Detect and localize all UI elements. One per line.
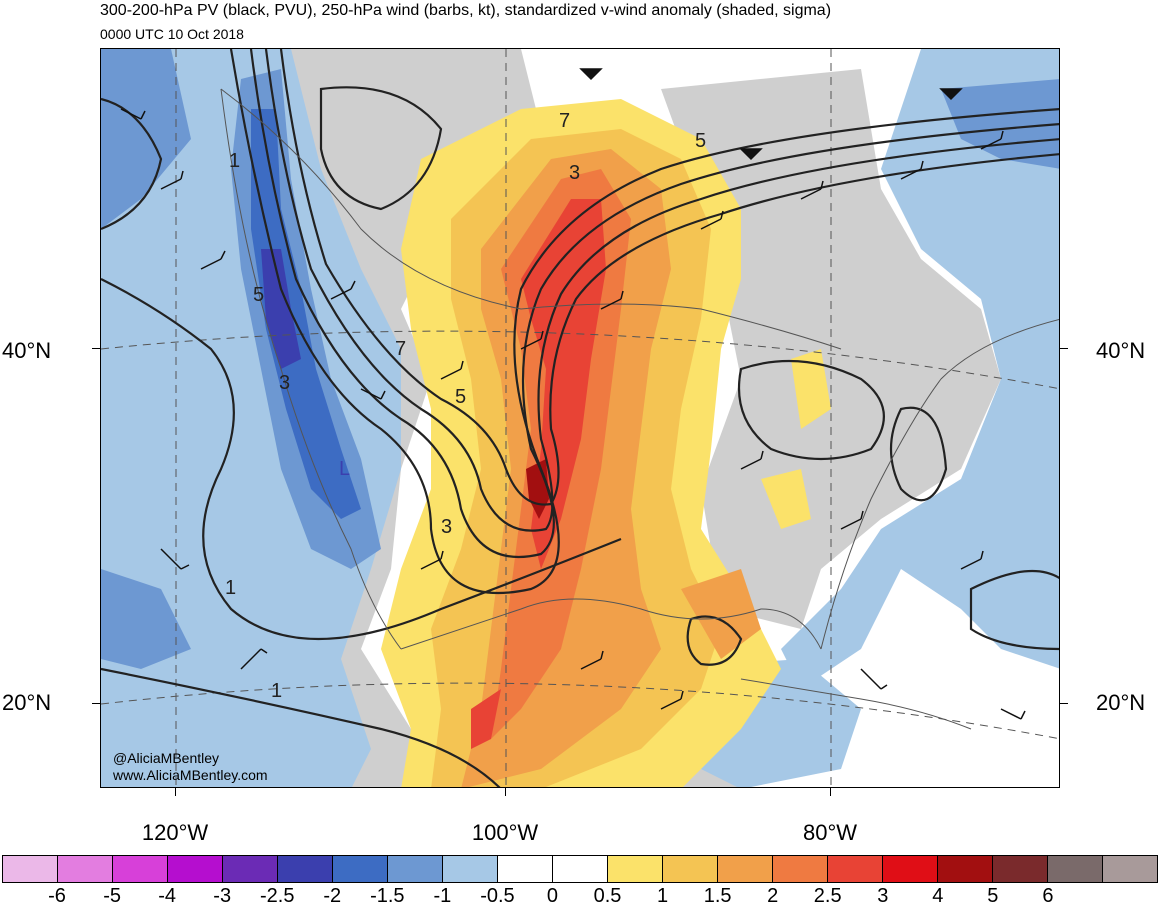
lon-tick	[505, 788, 506, 796]
colorbar-label: 0	[546, 885, 559, 907]
colorbar-label: 1	[657, 885, 669, 907]
colorbar-label: 6	[1042, 885, 1054, 907]
colorbar-label: 5	[987, 885, 999, 907]
map-title: 300-200-hPa PV (black, PVU), 250-hPa win…	[100, 2, 832, 19]
colorbar-label: 4	[932, 885, 944, 907]
shade-orange-gulf	[681, 569, 761, 659]
contour-label: 5	[695, 130, 706, 152]
shade-blue-mid-northeast	[941, 79, 1059, 169]
colorbar-swatch	[938, 856, 993, 882]
colorbar-swatch	[3, 856, 58, 882]
colorbar-label: 2.5	[813, 885, 842, 907]
colorbar-label: -0.5	[480, 885, 515, 907]
pv-contours	[101, 49, 1059, 787]
colorbar-label: -1.5	[370, 885, 405, 907]
lon-tick	[830, 788, 831, 796]
colorbar-label: 1.5	[703, 885, 732, 907]
colorbar-swatch	[278, 856, 333, 882]
colorbar-swatch	[498, 856, 553, 882]
colorbar-swatch	[223, 856, 278, 882]
lon-label-80w: 80°W	[802, 820, 858, 845]
lon-label-100w: 100°W	[471, 820, 539, 845]
colorbar-swatch	[718, 856, 773, 882]
lat-tick	[92, 703, 100, 704]
colorbar-swatch	[1103, 856, 1157, 882]
shade-blue-mid-southwest	[101, 569, 191, 669]
lat-tick	[92, 348, 100, 349]
colorbar-label: 2	[767, 885, 779, 907]
map-subtitle: 0000 UTC 10 Oct 2018	[100, 26, 244, 42]
wind-barbs	[120, 68, 1026, 720]
colorbar-swatch	[663, 856, 718, 882]
contour-label: L	[339, 458, 350, 480]
colorbar-swatch	[1048, 856, 1103, 882]
colorbar-swatch	[608, 856, 663, 882]
graticule	[101, 49, 1059, 787]
lon-tick	[175, 788, 176, 796]
lon-label-120w: 120°W	[141, 820, 209, 845]
contour-label: 7	[559, 110, 570, 132]
colorbar-label: -4	[158, 885, 177, 907]
map-canvas: 1 1 1 3 3 3 5 5 5 7 7 L @AliciaMBentley …	[101, 49, 1059, 787]
colorbar-swatch	[993, 856, 1048, 882]
lat-tick	[1060, 703, 1068, 704]
shade-blue-darker-core	[261, 249, 301, 369]
contour-label: 1	[229, 150, 240, 172]
lat-label-40n-right: 40°N	[1096, 338, 1146, 363]
colorbar-swatch	[388, 856, 443, 882]
colorbar-swatch	[113, 856, 168, 882]
contour-label-group: 1 1 1 3 3 3 5 5 5 7 7 L	[225, 110, 706, 702]
shade-blue-light-east	[781, 49, 1059, 689]
colorbar-labels: -6 -5 -4 -3 -2.5 -2 -1.5 -1 -0.5 0 0.5 1 1.5 2 2.5 3 4 5 6	[2, 885, 1158, 909]
map-panel: 1 1 1 3 3 3 5 5 5 7 7 L @AliciaMBentley …	[100, 48, 1060, 788]
colorbar-swatch	[553, 856, 608, 882]
colorbar-swatch	[333, 856, 388, 882]
contour-label: 1	[271, 680, 282, 702]
contour-label: 3	[441, 516, 452, 538]
colorbar-swatch	[168, 856, 223, 882]
colorbar-label: -6	[48, 885, 66, 907]
shade-yellow-northeast	[791, 349, 831, 429]
colorbar-label: 3	[877, 885, 889, 907]
shade-red-south	[471, 689, 501, 749]
colorbar-swatch	[443, 856, 498, 882]
colorbar-swatch	[828, 856, 883, 882]
borders	[220, 88, 1059, 730]
colorbar-swatch	[773, 856, 828, 882]
colorbar-label: 0.5	[593, 885, 622, 907]
colorbar-label: -5	[103, 885, 121, 907]
colorbar-label: -3	[213, 885, 232, 907]
contour-label: 3	[279, 372, 290, 394]
contour-label: 1	[225, 577, 236, 599]
credit-website: www.AliciaMBentley.com	[112, 767, 268, 783]
contour-label: 3	[569, 162, 580, 184]
colorbar-swatch	[883, 856, 938, 882]
colorbar-label: -2	[323, 885, 342, 907]
contour-label: 5	[455, 386, 466, 408]
lat-label-40n-left: 40°N	[2, 338, 52, 363]
colorbar	[2, 855, 1158, 883]
colorbar-label: -2.5	[260, 885, 295, 907]
contour-label: 7	[395, 338, 406, 360]
lat-label-20n-left: 20°N	[2, 690, 52, 715]
lat-tick	[1060, 348, 1068, 349]
contour-label: 5	[253, 284, 264, 306]
colorbar-label: -1	[433, 885, 452, 907]
colorbar-swatch	[58, 856, 113, 882]
lat-label-20n-right: 20°N	[1096, 690, 1146, 715]
shade-blue-mid-west	[101, 49, 191, 229]
shade-yellow-southeast	[761, 469, 811, 529]
credit-handle: @AliciaMBentley	[113, 750, 219, 766]
